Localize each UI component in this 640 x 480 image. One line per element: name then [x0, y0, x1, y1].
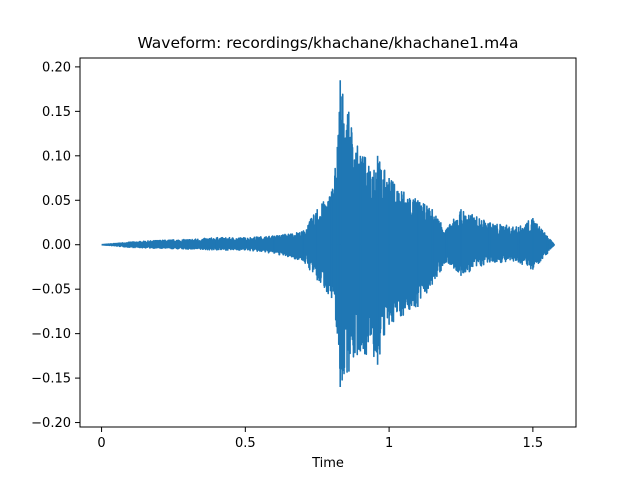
waveform-line: [100, 93, 556, 381]
y-tick-label: −0.10: [31, 327, 71, 342]
y-tick-label: 0.05: [42, 194, 71, 209]
x-tick-label: 1.5: [523, 436, 544, 451]
waveform-series: [100, 80, 556, 387]
y-axis: −0.20 −0.15 −0.10 −0.05 0.00 0.05 0.10 0.15 0.20: [31, 60, 80, 431]
x-tick-label: 0.5: [235, 436, 256, 451]
y-tick-label: −0.20: [31, 416, 71, 431]
x-axis-label: Time: [311, 456, 344, 471]
x-tick-label: 1: [385, 436, 393, 451]
y-tick-label: −0.15: [31, 372, 71, 387]
y-tick-label: 0.15: [42, 105, 71, 120]
y-tick-label: 0.20: [42, 60, 71, 75]
x-axis: 0 0.5 1 1.5: [97, 427, 543, 451]
x-tick-label: 0: [97, 436, 105, 451]
y-tick-label: 0.10: [42, 149, 71, 164]
plot-area: [100, 80, 556, 387]
y-tick-label: −0.05: [31, 283, 71, 298]
axes-frame: [79, 57, 577, 428]
chart-title: Waveform: recordings/khachane/khachane1.…: [137, 34, 518, 52]
y-tick-label: 0.00: [42, 238, 71, 253]
